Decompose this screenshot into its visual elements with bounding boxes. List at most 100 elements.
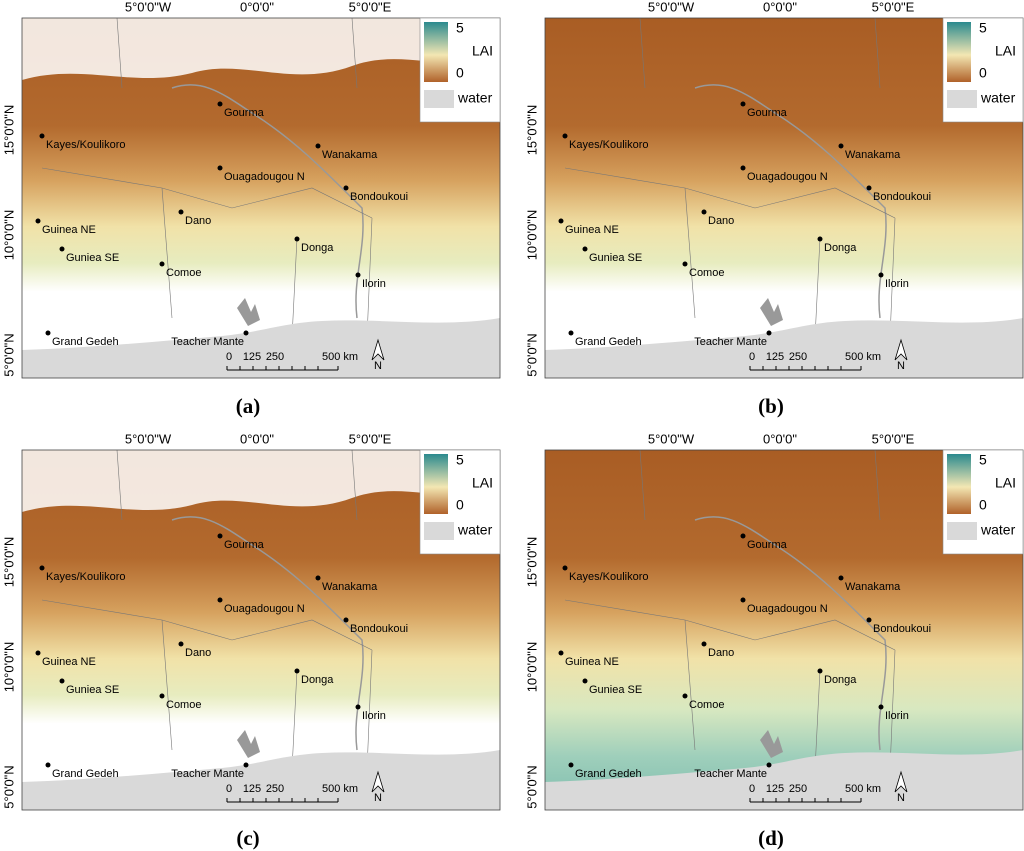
- site-point: [558, 218, 564, 224]
- site-label: Gourma: [224, 539, 265, 551]
- site-point: [35, 650, 41, 656]
- legend-max: 5: [456, 452, 464, 468]
- site-label: Comoe: [689, 267, 724, 279]
- site-point: [343, 185, 349, 191]
- north-label: N: [374, 360, 382, 372]
- site-label: Wanakama: [845, 581, 901, 593]
- site-point: [39, 133, 45, 139]
- site-point: [217, 101, 223, 107]
- site-label: Teacher Mante: [171, 768, 244, 780]
- x-coord-label: 5°0'0"E: [872, 0, 915, 14]
- site-point: [355, 272, 361, 278]
- site-label: Comoe: [166, 699, 201, 711]
- site-point: [355, 704, 361, 710]
- legend-min: 0: [979, 497, 987, 513]
- scale-bar: [749, 366, 862, 371]
- site-label: Donga: [824, 674, 857, 686]
- y-coord-label: 15°0'0"N: [524, 105, 539, 156]
- map-panel: 5 LAI 0 water Gourma Kayes/Koulikoro Wanakama O…: [524, 431, 1024, 850]
- ocean: [545, 750, 1023, 810]
- site-point: [766, 762, 772, 768]
- site-point: [740, 101, 746, 107]
- site-label: Ilorin: [885, 278, 909, 290]
- y-coord-label: 5°0'0"N: [1, 765, 16, 808]
- site-label: Kayes/Koulikoro: [569, 139, 649, 151]
- y-coord-label: 15°0'0"N: [524, 537, 539, 588]
- y-coord-label: 5°0'0"N: [524, 765, 539, 808]
- site-point: [582, 246, 588, 252]
- x-coord-label: 5°0'0"E: [349, 431, 392, 446]
- legend-min: 0: [979, 65, 987, 81]
- river: [171, 516, 364, 751]
- site-label: Comoe: [689, 699, 724, 711]
- scale-bar: [226, 798, 339, 803]
- legend-water: water: [980, 522, 1016, 538]
- site-label: Kayes/Koulikoro: [46, 139, 126, 151]
- map-panel: 5 LAI 0 water Gourma Kayes/Koulikoro Wanakama O…: [524, 0, 1024, 418]
- x-coord-label: 5°0'0"E: [872, 431, 915, 446]
- site-label: Guinea NE: [42, 224, 96, 236]
- legend-title: LAI: [995, 43, 1016, 59]
- site-point: [817, 668, 823, 674]
- x-coord-label: 5°0'0"W: [125, 0, 172, 14]
- site-label: Bondoukoui: [350, 623, 408, 635]
- legend-title: LAI: [472, 43, 493, 59]
- legend-max: 5: [979, 452, 987, 468]
- site-point: [243, 330, 249, 336]
- north-arrow: [371, 338, 385, 361]
- north-arrow: [894, 338, 908, 361]
- site-point: [878, 704, 884, 710]
- site-label: Ouagadougou N: [747, 603, 828, 615]
- site-label: Guinea NE: [565, 224, 619, 236]
- site-label: Ouagadougou N: [224, 171, 305, 183]
- site-label: Dano: [185, 215, 211, 227]
- scale-label: 250: [789, 783, 807, 795]
- x-coord-label: 5°0'0"W: [125, 431, 172, 446]
- scale-label: 250: [266, 351, 284, 363]
- legend-water-swatch: [947, 90, 977, 108]
- map-panel: 5 LAI 0 water Gourma Kayes/Koulikoro Wanakama O…: [1, 0, 501, 418]
- y-coord-label: 15°0'0"N: [1, 105, 16, 156]
- y-coord-label: 15°0'0"N: [1, 537, 16, 588]
- scale-label: 500 km: [845, 351, 881, 363]
- site-label: Bondoukoui: [350, 191, 408, 203]
- site-label: Guniea SE: [66, 252, 119, 264]
- ocean: [22, 750, 500, 810]
- site-point: [878, 272, 884, 278]
- north-arrow: [894, 770, 908, 793]
- map-frame: [21, 17, 501, 379]
- site-point: [701, 641, 707, 647]
- site-label: Ilorin: [362, 710, 386, 722]
- borders: [41, 449, 373, 771]
- x-coord-label: 5°0'0"W: [648, 431, 695, 446]
- x-coord-label: 0°0'0": [240, 0, 274, 14]
- lake: [237, 730, 260, 758]
- site-label: Grand Gedeh: [575, 768, 642, 780]
- site-point: [838, 575, 844, 581]
- site-label: Kayes/Koulikoro: [569, 571, 649, 583]
- site-point: [866, 617, 872, 623]
- north-arrow: [371, 770, 385, 793]
- site-label: Guniea SE: [589, 252, 642, 264]
- site-point: [838, 143, 844, 149]
- site-label: Guinea NE: [565, 656, 619, 668]
- site-point: [866, 185, 872, 191]
- legend-min: 0: [456, 497, 464, 513]
- site-point: [178, 209, 184, 215]
- site-point: [217, 165, 223, 171]
- site-point: [315, 575, 321, 581]
- site-point: [766, 330, 772, 336]
- legend-water: water: [457, 522, 493, 538]
- no-data-area: [22, 18, 500, 80]
- lake: [237, 298, 260, 326]
- site-point: [294, 236, 300, 242]
- x-coord-label: 0°0'0": [763, 0, 797, 14]
- lake: [760, 298, 783, 326]
- site-label: Kayes/Koulikoro: [46, 571, 126, 583]
- site-label: Teacher Mante: [694, 336, 767, 348]
- y-coord-label: 10°0'0"N: [1, 210, 16, 261]
- site-label: Grand Gedeh: [52, 768, 119, 780]
- panel-label: (c): [236, 826, 259, 850]
- site-point: [343, 617, 349, 623]
